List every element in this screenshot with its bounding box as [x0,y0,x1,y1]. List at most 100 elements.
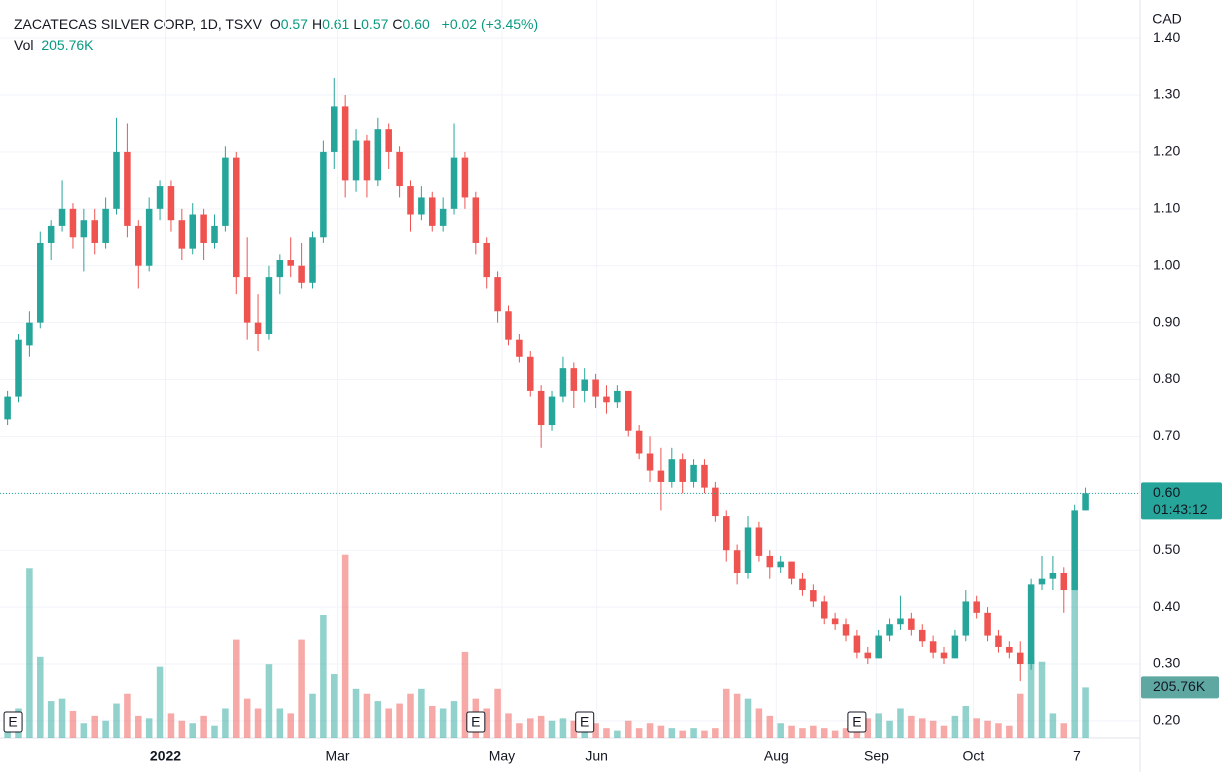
volume-bar [37,656,44,738]
candle-body [1071,510,1078,591]
candle-body [483,242,490,278]
volume-bar [1060,723,1068,738]
volume-bar [777,723,784,738]
candle-body [1016,652,1024,665]
earnings-marker [3,711,23,733]
y-tick-label: 1.40 [1153,29,1180,45]
volume-bar [211,725,218,738]
volume-bar [418,688,425,738]
candle-body [26,322,33,346]
volume-bar [276,708,284,738]
candle-body [733,550,741,573]
volume-bar [265,664,273,738]
earnings-label: E [580,714,589,730]
candle-body [450,157,458,209]
earnings-marker [575,711,595,733]
volume-bar [810,725,817,738]
candle-body [1006,646,1013,653]
candle-body [526,356,534,391]
candle-body [352,140,360,181]
candle-body [1027,584,1035,665]
candle-body [320,151,327,238]
volume-bar [1071,580,1078,738]
volume-bar [69,710,77,738]
candle-body [309,237,316,283]
volume-bar [755,708,763,738]
candle-body [766,555,774,568]
candle-body [4,396,11,420]
candle-body [461,157,469,198]
candle-body [908,618,915,630]
candle-body [995,635,1002,647]
volume-bar [908,715,915,738]
volume-bar [102,720,109,738]
volume-bar [341,554,349,738]
volume-bar [973,718,980,738]
volume-bar [428,706,436,738]
volume-bar [559,718,567,738]
volume-bar [352,688,360,738]
candle-body [69,208,77,238]
volume-bar [984,720,991,738]
volume-bar [864,718,872,738]
candle-body [211,225,218,243]
volume-bar [374,701,382,738]
volume-bar [505,713,512,738]
candle-body [614,390,621,403]
price-tag [1141,482,1222,520]
candle-body [1060,572,1068,591]
candle-body [1082,493,1089,511]
volume-bar [788,725,795,738]
candle-body [875,635,882,659]
volume-bar [722,688,730,738]
candle-body [810,590,817,602]
candle-body [287,260,294,266]
volume-bar [537,715,545,738]
volume-bar [298,639,305,738]
candle-body [200,214,207,243]
candle-body [777,561,784,568]
candle-body [624,390,632,431]
volume-bar [766,715,774,738]
volume-bar [799,728,806,738]
volume-bar [733,693,741,738]
candle-body [592,379,599,397]
ohlc-value: 0.57 [280,16,308,32]
candle-body [47,225,55,243]
volume-bar [831,730,839,738]
volume-bar [254,708,262,738]
volume-bar [167,713,175,738]
candle-body [276,260,284,278]
volume-bar [918,718,926,738]
candle-body [243,277,251,323]
volume-bar [233,639,240,738]
volume-bar [657,725,665,738]
volume-bar [603,728,610,738]
volume-bar [124,693,131,738]
candle-body [570,368,578,391]
volume-bar [701,730,708,738]
candle-body [973,601,980,613]
volume-bar [1027,659,1035,738]
candle-body [396,151,403,187]
candle-body [385,129,392,152]
candle-body [331,106,338,152]
volume-bar [668,728,676,738]
volume-bar [287,713,294,738]
volume-bar [26,568,33,738]
volume-bar [396,703,403,738]
candle-body [679,459,686,482]
earnings-label: E [8,714,17,730]
volume-bar [309,693,316,738]
ohlc-value: 0.57 [361,16,389,32]
y-tick-label: 0.80 [1153,370,1180,386]
volume-bar [439,708,447,738]
candle-body [820,601,828,619]
volume-tag [1141,676,1219,699]
y-tick-label: 0.50 [1153,541,1180,557]
candle-body [418,197,425,215]
volume-tag-label: 205.76K [1153,678,1206,694]
candle-body [701,464,708,488]
volume-bar [156,666,164,738]
candle-body [712,487,719,517]
